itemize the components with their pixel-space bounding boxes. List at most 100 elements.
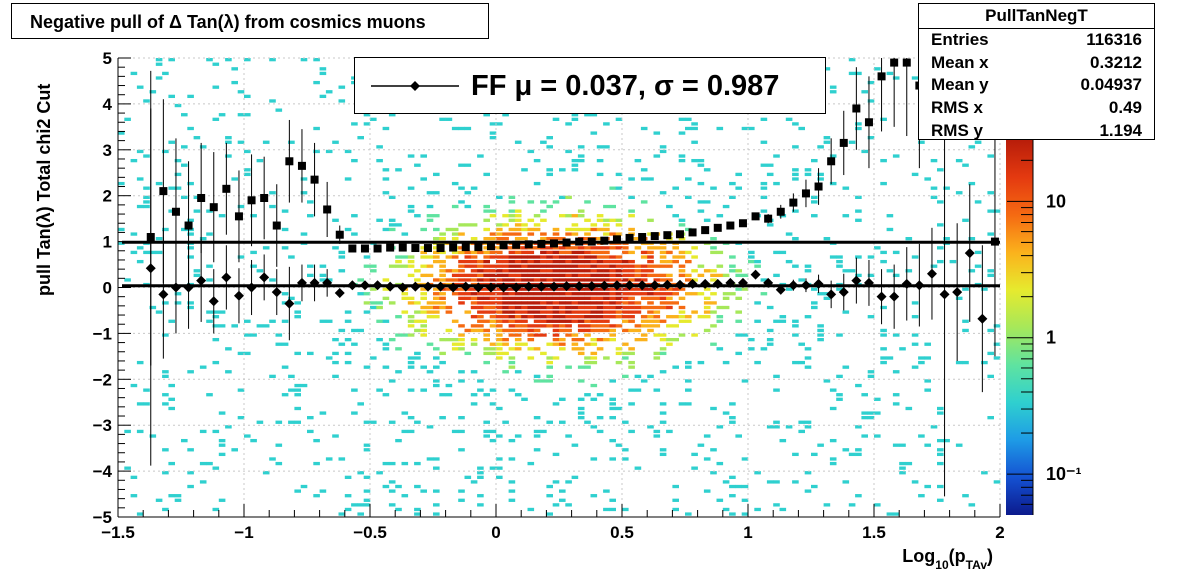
heatmap-cell (603, 264, 610, 268)
heatmap-cell (533, 223, 541, 227)
heatmap-cell (218, 438, 226, 443)
heatmap-cell (640, 200, 648, 204)
heatmap-cell (596, 287, 604, 291)
heatmap-cell (477, 324, 484, 328)
heatmap-cell (577, 301, 585, 305)
heatmap-cell (407, 416, 415, 420)
heatmap-cell (489, 232, 497, 236)
mu-point (410, 281, 421, 292)
heatmap-cell (307, 351, 314, 356)
sigma-point (171, 207, 180, 216)
heatmap-cell (370, 287, 377, 291)
heatmap-cell (678, 333, 686, 337)
heatmap-cell (363, 113, 371, 117)
heatmap-cell (559, 397, 566, 401)
heatmap-cell (489, 292, 497, 296)
heatmap-cell (647, 301, 654, 305)
color-scale-bar (1006, 140, 1033, 515)
heatmap-cell (143, 204, 150, 209)
heatmap-cell (458, 126, 465, 131)
heatmap-cell (596, 158, 604, 163)
heatmap-cell (937, 246, 944, 250)
heatmap-cell (502, 273, 509, 278)
heatmap-cell (584, 296, 591, 300)
heatmap-cell (521, 237, 528, 241)
heatmap-cell (905, 461, 913, 466)
heatmap-cell (735, 273, 742, 278)
heatmap-cell (691, 246, 698, 250)
heatmap-cell (288, 420, 295, 424)
heatmap-cell (496, 227, 503, 232)
heatmap-cell (577, 259, 585, 264)
heatmap-cell (307, 200, 314, 204)
heatmap-cell (426, 191, 434, 195)
heatmap-cell (609, 246, 616, 250)
heatmap-cell (653, 296, 661, 300)
heatmap-cell (250, 333, 257, 337)
heatmap-cell (691, 126, 698, 131)
heatmap-cell (420, 324, 427, 328)
sigma-point (512, 240, 521, 249)
y-tick-label: 2 (103, 187, 112, 206)
heatmap-cell (174, 301, 182, 305)
heatmap-cell (685, 402, 692, 406)
heatmap-cell (414, 507, 421, 512)
heatmap-cell (565, 292, 572, 296)
color-scale-label: 10⁻¹ (1046, 464, 1082, 484)
heatmap-cell (193, 136, 201, 140)
heatmap-cell (464, 328, 472, 333)
heatmap-cell (672, 365, 679, 369)
heatmap-cell (496, 324, 503, 328)
heatmap-cell (735, 484, 742, 489)
heatmap-cell (817, 145, 824, 149)
heatmap-cell (546, 365, 553, 369)
sigma-point (386, 243, 395, 252)
heatmap-cell (577, 379, 585, 383)
heatmap-cell (533, 448, 541, 452)
heatmap-cell (514, 328, 522, 333)
heatmap-cell (804, 172, 812, 177)
heatmap-cell (514, 324, 522, 328)
heatmap-cell (609, 498, 616, 502)
heatmap-cell (294, 383, 301, 388)
heatmap-cell (792, 452, 799, 457)
heatmap-cell (136, 512, 144, 516)
x-tick-label: 1 (743, 523, 752, 542)
heatmap-cell (552, 356, 560, 360)
heatmap-cell (615, 310, 623, 314)
heatmap-cell (804, 471, 812, 475)
heatmap-cell (729, 195, 736, 199)
mu-point (952, 287, 963, 298)
heatmap-cell (319, 264, 327, 268)
heatmap-cell (918, 140, 925, 144)
heatmap-cell (911, 255, 919, 259)
heatmap-cell (678, 319, 686, 323)
heatmap-cell (370, 305, 377, 310)
heatmap-cell (590, 337, 598, 342)
heatmap-cell (370, 269, 377, 273)
heatmap-cell (571, 333, 579, 337)
heatmap-cell (533, 315, 541, 319)
heatmap-cell (622, 319, 629, 323)
heatmap-cell (439, 296, 446, 300)
heatmap-cell (735, 287, 742, 291)
sigma-point (764, 214, 773, 223)
heatmap-cell (766, 342, 774, 346)
heatmap-cell (502, 319, 509, 323)
heatmap-cell (603, 287, 610, 291)
heatmap-cell (540, 315, 547, 319)
heatmap-cell (275, 342, 283, 346)
heatmap-cell (584, 310, 591, 314)
heatmap-cell (420, 365, 427, 369)
heatmap-cell (596, 237, 604, 241)
heatmap-cell (143, 186, 150, 190)
heatmap-cell (527, 324, 535, 328)
heatmap-cell (836, 374, 843, 379)
heatmap-cell (332, 140, 339, 144)
heatmap-cell (552, 301, 560, 305)
heatmap-cell (640, 168, 648, 172)
heatmap-cell (433, 227, 440, 232)
heatmap-cell (527, 333, 535, 337)
heatmap-cell (552, 333, 560, 337)
mu-point (889, 291, 900, 302)
